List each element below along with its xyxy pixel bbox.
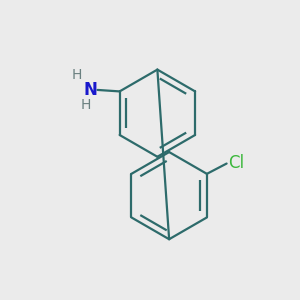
Text: Cl: Cl: [228, 154, 244, 172]
Text: N: N: [83, 81, 97, 99]
Text: H: H: [81, 98, 91, 112]
Text: H: H: [72, 68, 82, 82]
